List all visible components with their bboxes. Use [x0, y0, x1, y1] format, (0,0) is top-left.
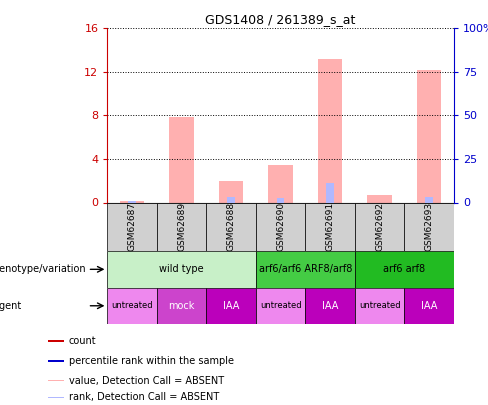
Bar	[206, 202, 256, 251]
Text: GSM62689: GSM62689	[177, 202, 186, 252]
Bar	[157, 202, 206, 251]
Bar	[305, 202, 355, 251]
Bar	[268, 166, 293, 202]
Text: GSM62693: GSM62693	[425, 202, 434, 252]
Bar	[48, 380, 64, 382]
Text: IAA: IAA	[223, 301, 239, 311]
Text: percentile rank within the sample: percentile rank within the sample	[69, 356, 234, 366]
Text: agent: agent	[0, 301, 22, 311]
Text: value, Detection Call = ABSENT: value, Detection Call = ABSENT	[69, 375, 224, 386]
Text: arf6 arf8: arf6 arf8	[383, 264, 426, 274]
Bar	[326, 183, 334, 202]
Bar	[256, 202, 305, 251]
Bar	[355, 251, 454, 288]
Text: genotype/variation: genotype/variation	[0, 264, 86, 274]
Bar	[169, 117, 194, 202]
Bar	[107, 202, 157, 251]
Text: wild type: wild type	[159, 264, 204, 274]
Text: count: count	[69, 336, 96, 346]
Text: GSM62688: GSM62688	[226, 202, 236, 252]
Bar	[219, 181, 244, 202]
Bar	[227, 197, 235, 202]
Bar	[305, 288, 355, 324]
Bar	[355, 202, 405, 251]
Text: arf6/arf6 ARF8/arf8: arf6/arf6 ARF8/arf8	[259, 264, 352, 274]
Bar	[426, 196, 433, 202]
Text: IAA: IAA	[421, 301, 437, 311]
Text: IAA: IAA	[322, 301, 338, 311]
Text: GSM62692: GSM62692	[375, 202, 384, 251]
Bar	[355, 288, 405, 324]
Bar	[128, 200, 136, 202]
Bar	[157, 288, 206, 324]
Bar	[120, 201, 144, 202]
Bar	[256, 288, 305, 324]
Text: mock: mock	[168, 301, 195, 311]
Text: rank, Detection Call = ABSENT: rank, Detection Call = ABSENT	[69, 392, 219, 402]
Bar	[417, 70, 442, 202]
Bar	[48, 396, 64, 398]
Text: untreated: untreated	[359, 301, 401, 310]
Bar	[277, 198, 285, 202]
Bar	[256, 251, 355, 288]
Text: untreated: untreated	[111, 301, 153, 310]
Text: untreated: untreated	[260, 301, 302, 310]
Text: GSM62687: GSM62687	[127, 202, 137, 252]
Bar	[107, 288, 157, 324]
Bar	[107, 251, 256, 288]
Text: GSM62691: GSM62691	[325, 202, 335, 252]
Bar	[206, 288, 256, 324]
Bar	[367, 195, 392, 202]
Bar	[318, 59, 343, 202]
Title: GDS1408 / 261389_s_at: GDS1408 / 261389_s_at	[205, 13, 356, 26]
Bar	[48, 340, 64, 342]
Bar	[48, 360, 64, 362]
Bar	[405, 202, 454, 251]
Bar	[405, 288, 454, 324]
Text: GSM62690: GSM62690	[276, 202, 285, 252]
